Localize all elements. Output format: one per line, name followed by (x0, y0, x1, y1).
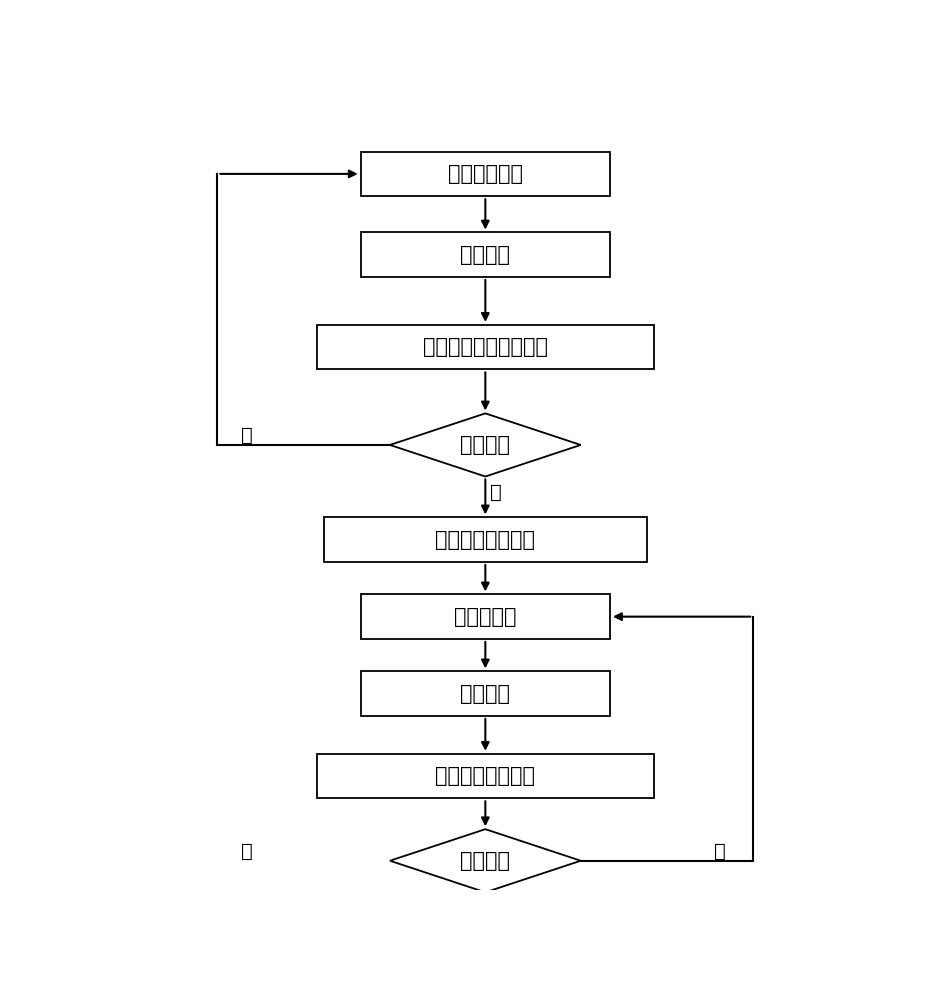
Text: 确定滑坡体: 确定滑坡体 (455, 607, 516, 627)
FancyBboxPatch shape (361, 152, 610, 196)
Text: 否: 否 (714, 842, 726, 861)
Text: 是: 是 (241, 426, 253, 445)
Text: 边坡稳定数值计算: 边坡稳定数值计算 (436, 766, 535, 786)
Text: 边坡稳定数值模拟计算: 边坡稳定数值模拟计算 (423, 337, 547, 357)
FancyBboxPatch shape (316, 754, 654, 798)
FancyBboxPatch shape (361, 594, 610, 639)
Polygon shape (390, 829, 581, 892)
Polygon shape (390, 413, 581, 477)
Text: 是否收敛: 是否收敛 (460, 851, 510, 871)
Text: 模拟充填: 模拟充填 (460, 245, 510, 265)
FancyBboxPatch shape (361, 232, 610, 277)
FancyBboxPatch shape (316, 325, 654, 369)
FancyBboxPatch shape (324, 517, 647, 562)
Text: 是: 是 (241, 842, 253, 861)
FancyBboxPatch shape (361, 671, 610, 716)
Text: 绘制位移等値线图: 绘制位移等値线图 (436, 530, 535, 550)
Text: 是否收敛: 是否收敛 (460, 435, 510, 455)
Text: 模拟分层开采: 模拟分层开采 (448, 164, 523, 184)
Text: 否: 否 (491, 483, 502, 502)
Text: 模拟滑坡: 模拟滑坡 (460, 684, 510, 704)
